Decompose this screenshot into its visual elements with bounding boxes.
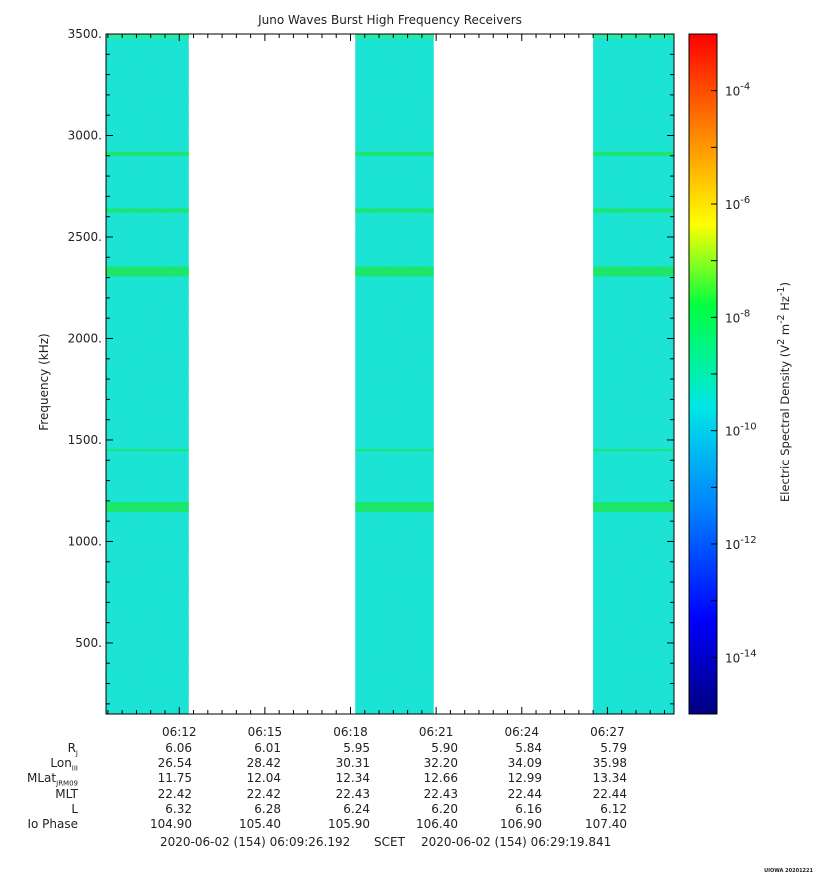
ephemeris-value: 105.40 <box>239 817 281 831</box>
ephemeris-value: 106.40 <box>416 817 458 831</box>
ephemeris-value: 26.54 <box>157 756 192 771</box>
emission-band <box>593 501 674 512</box>
spectrogram-top-edge <box>593 34 674 39</box>
ephemeris-value: 30.31 <box>335 756 370 771</box>
colorbar-tick-label: 10-10 <box>725 422 757 439</box>
ephemeris-value: 12.99 <box>507 771 542 786</box>
x-tick-label: 06:12 <box>162 725 197 739</box>
ephemeris-value: 22.43 <box>423 786 458 801</box>
ephemeris-value: 5.79 <box>600 741 627 755</box>
ephemeris-value: 22.43 <box>335 786 370 801</box>
plot-frame <box>105 33 675 715</box>
ephemeris-value: 6.06 <box>165 741 192 755</box>
x-tick-label: 06:21 <box>419 725 454 739</box>
emission-band <box>106 208 189 213</box>
ephemeris-value: 5.95 <box>343 741 370 755</box>
ephemeris-value: 6.12 <box>600 801 627 816</box>
emission-band <box>593 449 674 452</box>
x-tick-label: 06:27 <box>590 725 625 739</box>
data-interval-3 <box>593 34 674 714</box>
ephemeris-value: 28.42 <box>246 756 281 771</box>
ephemeris-value: 107.40 <box>585 817 627 831</box>
y-tick-label: 1500. <box>68 433 102 447</box>
footer-end-time: 2020-06-02 (154) 06:29:19.841 <box>421 835 612 849</box>
emission-band <box>106 501 189 512</box>
ephemeris-label: MLT <box>55 786 78 801</box>
ephemeris-value: 34.09 <box>507 756 542 771</box>
spectrogram-noise <box>355 34 434 714</box>
footer-start-time: 2020-06-02 (154) 06:09:26.192 <box>160 835 351 849</box>
y-tick-label: 1000. <box>68 534 102 548</box>
ephemeris-label: LonIII <box>50 756 78 773</box>
spectrogram-noise <box>106 34 189 714</box>
ephemeris-value: 6.24 <box>343 801 370 816</box>
emission-band <box>106 449 189 452</box>
ephemeris-value: 6.01 <box>254 741 281 755</box>
ephemeris-label: L <box>71 801 78 816</box>
y-tick-label: 3000. <box>68 128 102 142</box>
x-tick-label: 06:24 <box>504 725 539 739</box>
ephemeris-value: 106.90 <box>500 817 542 831</box>
emission-band <box>355 151 434 156</box>
ephemeris-value: 5.90 <box>431 741 458 755</box>
y-tick-label: 3500. <box>68 27 102 41</box>
chart-title: Juno Waves Burst High Frequency Receiver… <box>258 13 522 27</box>
emission-band <box>355 208 434 213</box>
colorbar-label: Electric Spectral Density (V2 m-2 Hz-1) <box>776 281 792 503</box>
emission-band <box>593 266 674 277</box>
ephemeris-value: 12.66 <box>423 771 458 786</box>
data-interval-2 <box>355 34 434 714</box>
y-tick-label: 2500. <box>68 230 102 244</box>
ephemeris-value: 5.84 <box>515 741 542 755</box>
footer-scet-label: SCET <box>374 835 405 849</box>
ephemeris-value: 11.75 <box>157 771 192 786</box>
ephemeris-label: Io Phase <box>27 817 78 831</box>
ephemeris-value: 22.42 <box>246 786 281 801</box>
colorbar-tick-label: 10-12 <box>725 535 757 552</box>
colorbar-tick-label: 10-6 <box>725 195 750 212</box>
emission-band <box>106 151 189 156</box>
ephemeris-value: 32.20 <box>423 756 458 771</box>
credit-label: UIOWA 20201221 <box>764 868 813 874</box>
ephemeris-value: 6.16 <box>515 801 542 816</box>
emission-band <box>355 266 434 277</box>
y-axis-label: Frequency (kHz) <box>37 333 51 431</box>
emission-band <box>355 449 434 452</box>
ephemeris-label: RJ <box>67 741 78 758</box>
ephemeris-value: 13.34 <box>592 771 627 786</box>
emission-band <box>106 266 189 277</box>
ephemeris-value: 22.42 <box>157 786 192 801</box>
emission-band <box>355 501 434 512</box>
ephemeris-label: MLatJRM09 <box>27 771 78 788</box>
y-tick-label: 2000. <box>68 331 102 345</box>
ephemeris-value: 12.04 <box>246 771 281 786</box>
colorbar-tick-label: 10-8 <box>725 308 750 325</box>
ephemeris-value: 6.20 <box>431 801 458 816</box>
ephemeris-value: 22.44 <box>507 786 542 801</box>
colorbar-tick-label: 10-4 <box>725 82 750 99</box>
ephemeris-value: 104.90 <box>150 817 192 831</box>
x-tick-label: 06:18 <box>333 725 368 739</box>
spectrogram-top-edge <box>355 34 434 39</box>
ephemeris-value: 6.32 <box>165 801 192 816</box>
emission-band <box>593 208 674 213</box>
ephemeris-value: 35.98 <box>592 756 627 771</box>
spectrogram-top-edge <box>106 34 189 39</box>
ephemeris-value: 12.34 <box>335 771 370 786</box>
ephemeris-value: 105.90 <box>328 817 370 831</box>
x-tick-label: 06:15 <box>248 725 283 739</box>
spectrogram-noise <box>593 34 674 714</box>
emission-band <box>593 151 674 156</box>
y-tick-label: 500. <box>75 636 102 650</box>
ephemeris-value: 22.44 <box>592 786 627 801</box>
ephemeris-value: 6.28 <box>254 801 281 816</box>
data-interval-1 <box>106 34 189 714</box>
colorbar-tick-label: 10-14 <box>725 648 757 665</box>
